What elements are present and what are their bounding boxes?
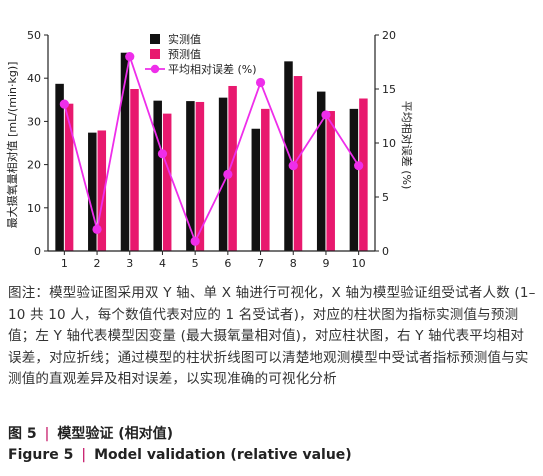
predicted-bar	[293, 76, 303, 251]
figure-label-en: Figure 5	[8, 447, 74, 463]
legend-measured-swatch	[150, 34, 160, 44]
figure-name-en: Model validation (relative value)	[94, 447, 352, 463]
error-line-series	[59, 52, 364, 246]
predicted-bar	[130, 89, 139, 251]
right-tick-label: 10	[382, 137, 396, 150]
right-tick-label: 5	[382, 191, 389, 204]
left-tick-label: 50	[27, 29, 41, 42]
legend-predicted-swatch	[150, 49, 160, 59]
right-y-axis-title: 平均相对误差 (%)	[400, 101, 414, 190]
left-tick-label: 20	[27, 159, 41, 172]
predicted-bar	[228, 85, 237, 251]
measured-bar	[316, 91, 326, 251]
predicted-bar	[97, 130, 107, 251]
left-tick-label: 40	[27, 72, 41, 85]
right-tick-label: 20	[382, 29, 396, 42]
predicted-bar	[64, 103, 74, 251]
error-point	[157, 149, 168, 159]
predicted-bar	[195, 101, 205, 252]
x-axis: 1 2 3 4 5 6 7 8 9 10	[48, 250, 375, 270]
figure-title-en: Figure 5 | Model validation (relative valu…	[8, 447, 352, 463]
x-tick-label: 2	[94, 257, 101, 270]
error-point	[190, 236, 200, 246]
error-point	[92, 224, 102, 234]
error-point	[125, 52, 135, 62]
measured-bar	[186, 101, 195, 251]
error-point	[59, 99, 69, 109]
measured-bar	[88, 132, 97, 251]
error-point	[321, 110, 331, 120]
measured-bar	[251, 128, 261, 251]
x-tick-label: 4	[159, 257, 166, 270]
x-tick-label: 6	[224, 257, 231, 270]
legend-label: 实测值	[168, 32, 201, 46]
measured-bar	[284, 61, 293, 251]
measured-bar	[349, 108, 359, 251]
predicted-bar	[326, 111, 335, 251]
legend-label: 平均相对误差 (%)	[168, 62, 257, 76]
measured-bar	[153, 100, 162, 251]
legend-label: 预测值	[168, 48, 201, 61]
x-tick-label: 9	[322, 257, 329, 270]
legend-line-marker	[150, 64, 160, 74]
left-tick-label: 10	[27, 202, 41, 215]
predicted-bar	[261, 108, 270, 251]
right-y-axis: 0 5 10 15 20	[374, 29, 396, 258]
error-point	[288, 161, 298, 171]
error-point	[223, 169, 233, 179]
figure-caption: 图注：模型验证图采用双 Y 轴、单 X 轴进行可视化，X 轴为模型验证组受试者人…	[8, 285, 536, 387]
error-point	[354, 161, 364, 171]
left-y-axis-title: 最大摄氧量相对值 [mL/(min·kg)]	[5, 62, 19, 229]
figure-separator: |	[44, 426, 50, 442]
left-tick-label: 30	[27, 115, 41, 128]
x-tick-label: 1	[61, 257, 68, 270]
measured-bar	[55, 83, 64, 251]
x-tick-label: 8	[290, 257, 297, 270]
figure-separator: |	[81, 447, 87, 463]
x-tick-label: 7	[257, 257, 264, 270]
right-tick-label: 15	[382, 83, 396, 96]
left-tick-label: 0	[34, 245, 41, 258]
x-tick-label: 5	[192, 257, 199, 270]
bar-series	[55, 52, 368, 252]
figure-name-cn: 模型验证 (相对值)	[57, 426, 174, 442]
measured-bar	[218, 97, 228, 251]
x-tick-label: 10	[352, 257, 366, 270]
figure-title-cn: 图 5 | 模型验证 (相对值)	[8, 423, 173, 443]
error-point	[255, 77, 266, 88]
right-tick-label: 0	[382, 245, 389, 258]
x-tick-label: 3	[126, 257, 133, 270]
measured-bar	[120, 52, 130, 251]
left-y-axis: 0 10 20 30 40 50	[27, 29, 49, 258]
predicted-bar	[359, 98, 368, 251]
figure-label-cn: 图 5	[8, 426, 37, 442]
error-line	[63, 53, 360, 244]
predicted-bar	[162, 113, 172, 252]
